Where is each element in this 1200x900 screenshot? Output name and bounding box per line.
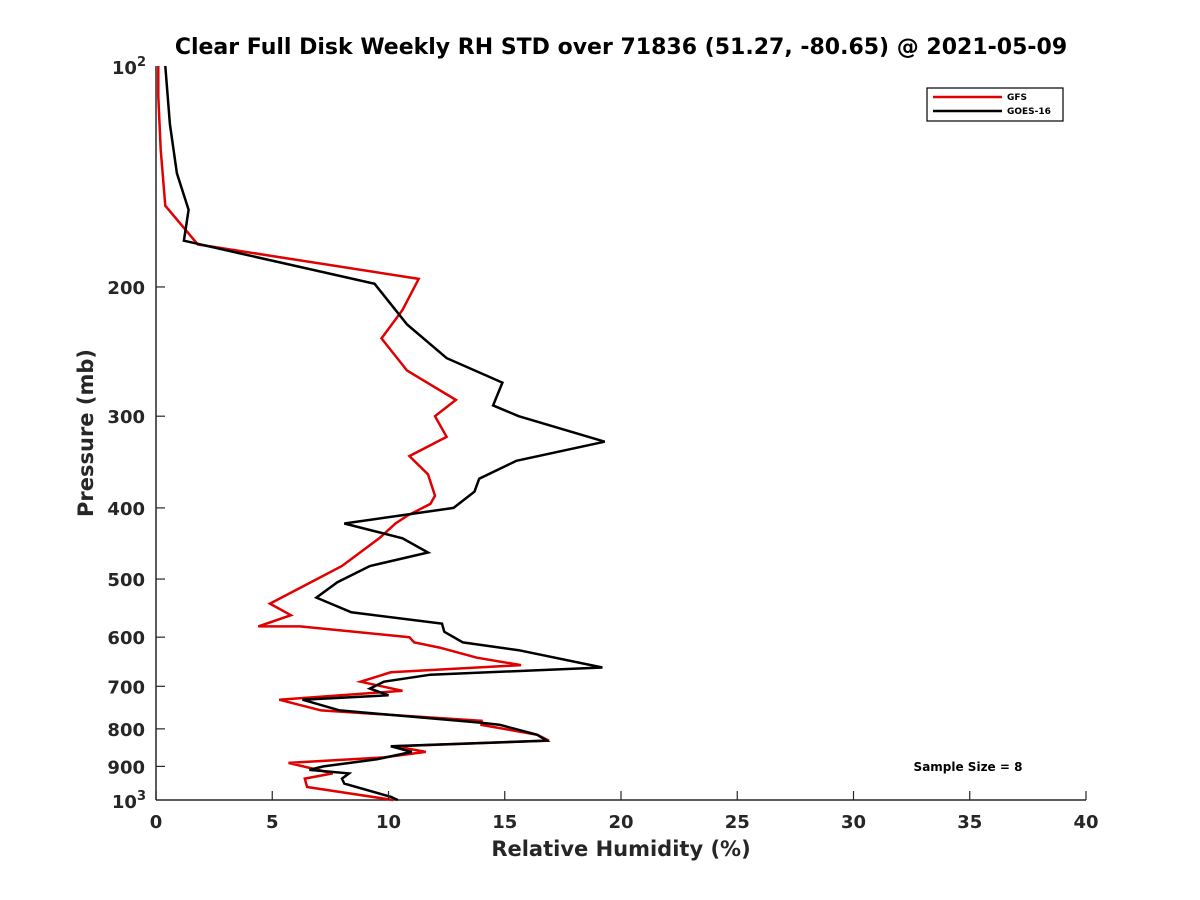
x-ticks: 0 5 10 15 20 25 30 35 40 [150,791,1099,833]
x-tick-label: 0 [150,812,163,833]
y-tick-label: 700 [107,677,145,698]
series-line-gfs [157,66,550,802]
chart-title: Clear Full Disk Weekly RH STD over 71836… [175,35,1067,60]
x-tick-label: 10 [376,812,401,833]
y-tick-label: 200 [107,278,145,299]
legend-label-gfs: GFS [1007,93,1027,103]
x-tick-label: 15 [492,812,517,833]
y-tick-label: 400 [107,499,145,520]
x-tick-label: 25 [725,812,750,833]
x-tick-label: 35 [957,812,982,833]
legend-box [926,87,1064,122]
plot-area: 0 5 10 15 20 25 30 35 40 200 300 400 500 600 700 800 90… [107,55,1098,833]
x-tick-label: 20 [608,812,633,833]
y-ticks: 200 300 400 500 600 700 800 900 102 103 [107,55,165,813]
legend-label-goes16: GOES-16 [1007,107,1051,117]
x-tick-label: 30 [841,812,866,833]
y-tick-label: 600 [107,628,145,649]
y-decade-label: 103 [112,789,146,813]
x-axis-title: Relative Humidity (%) [491,837,750,861]
y-tick-label: 800 [107,720,145,741]
x-tick-label: 40 [1073,812,1098,833]
series-layer [157,65,606,802]
x-tick-label: 5 [266,812,279,833]
series-line-goes16 [164,65,606,802]
y-tick-label: 300 [107,407,145,428]
legend: GFS GOES-16 [926,87,1064,122]
y-decade-label: 102 [112,55,146,79]
y-tick-label: 900 [107,757,145,778]
y-axis-title: Pressure (mb) [74,349,98,517]
sample-size-annotation: Sample Size = 8 [914,760,1023,774]
y-tick-label: 500 [107,570,145,591]
